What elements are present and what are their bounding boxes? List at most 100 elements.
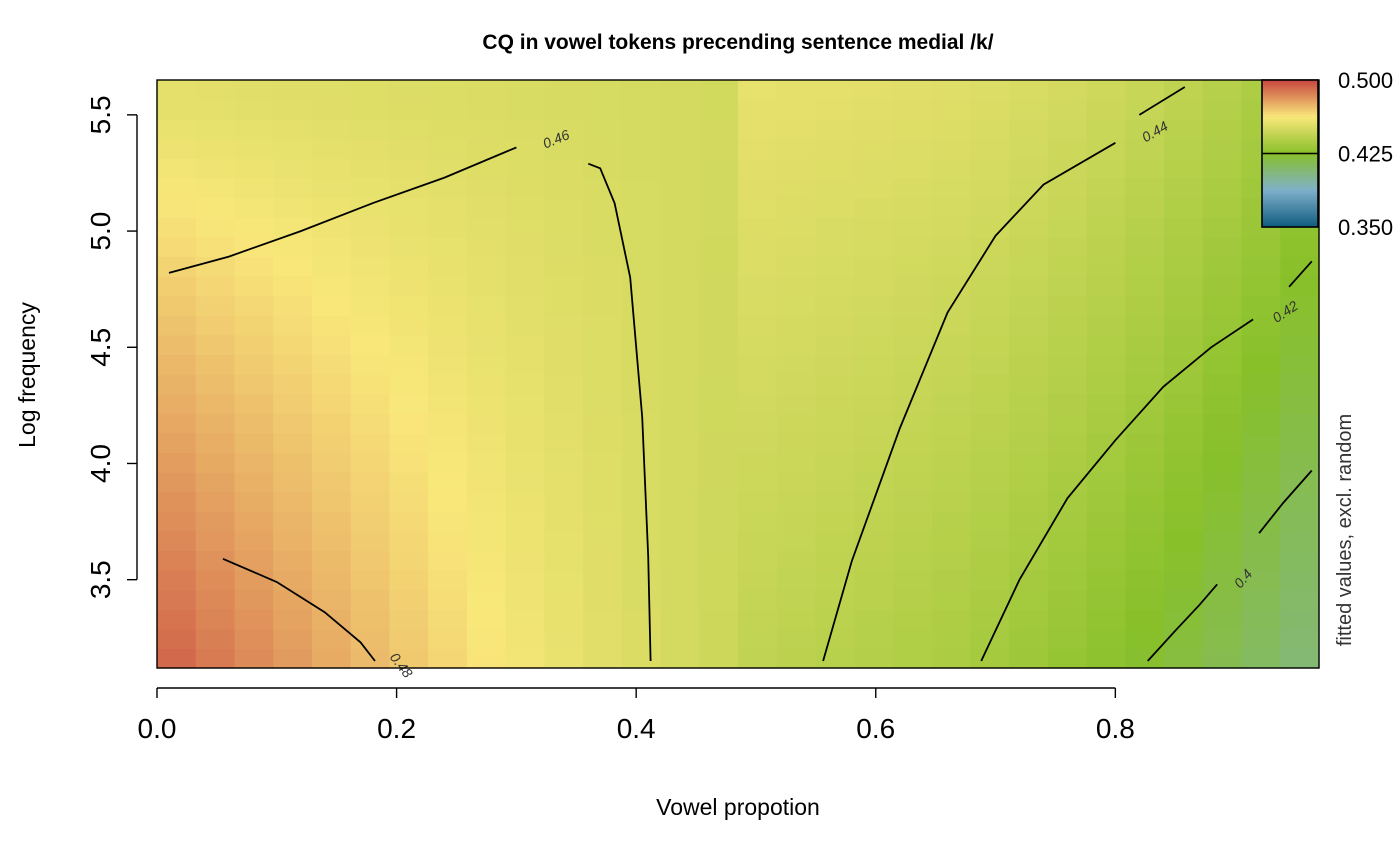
heatmap-cell <box>1164 335 1203 355</box>
heatmap-cell <box>428 609 467 629</box>
heatmap-cell <box>1009 335 1048 355</box>
heatmap-cell <box>777 590 816 610</box>
heatmap-cell <box>157 178 196 198</box>
heatmap-cell <box>854 511 893 531</box>
heatmap-cell <box>157 296 196 316</box>
heatmap-cell <box>583 550 622 570</box>
heatmap-cell <box>777 119 816 139</box>
heatmap-cell <box>389 139 428 159</box>
heatmap-cell <box>467 296 506 316</box>
heatmap-cell <box>1009 511 1048 531</box>
heatmap-cell <box>970 276 1009 296</box>
heatmap-cell <box>1242 492 1281 512</box>
heatmap-cell <box>157 511 196 531</box>
heatmap-cell <box>1164 256 1203 276</box>
heatmap-cell <box>196 296 235 316</box>
heatmap-cell <box>389 217 428 237</box>
heatmap-cell <box>428 80 467 100</box>
heatmap-cell <box>389 100 428 120</box>
heatmap-cell <box>1164 198 1203 218</box>
colorbar-legend: 0.5000.4250.350 <box>1262 68 1393 240</box>
heatmap-cell <box>351 648 390 668</box>
heatmap-cell <box>234 217 273 237</box>
heatmap-cell <box>583 609 622 629</box>
heatmap-cell <box>932 256 971 276</box>
heatmap-cell <box>932 570 971 590</box>
heatmap-cell <box>777 354 816 374</box>
heatmap-cell <box>1203 394 1242 414</box>
heatmap-cell <box>428 276 467 296</box>
heatmap-cell <box>157 315 196 335</box>
heatmap-cell <box>777 648 816 668</box>
heatmap-cell <box>467 394 506 414</box>
heatmap-cell <box>234 629 273 649</box>
heatmap-cell <box>932 315 971 335</box>
heatmap-cell <box>661 178 700 198</box>
heatmap-cell <box>273 354 312 374</box>
heatmap-cell <box>312 511 351 531</box>
heatmap-cell <box>932 139 971 159</box>
heatmap-cell <box>970 590 1009 610</box>
heatmap-cell <box>738 296 777 316</box>
heatmap-cell <box>234 80 273 100</box>
heatmap-cell <box>467 80 506 100</box>
colorbar-tick-label: 0.425 <box>1338 142 1393 167</box>
heatmap-cell <box>970 374 1009 394</box>
heatmap-cell <box>777 531 816 551</box>
heatmap-cell <box>351 256 390 276</box>
heatmap-cell <box>234 648 273 668</box>
heatmap-cell <box>699 335 738 355</box>
heatmap-cell <box>893 178 932 198</box>
heatmap-cell <box>893 472 932 492</box>
heatmap-cell <box>738 217 777 237</box>
heatmap-cell <box>661 217 700 237</box>
heatmap-cell <box>351 335 390 355</box>
heatmap-cell <box>351 178 390 198</box>
heatmap-cell <box>738 80 777 100</box>
heatmap-cell <box>1009 590 1048 610</box>
heatmap-cell <box>1203 648 1242 668</box>
heatmap-cell <box>738 256 777 276</box>
heatmap-cell <box>1125 511 1164 531</box>
heatmap-cell <box>777 629 816 649</box>
heatmap-cell <box>506 335 545 355</box>
heatmap-cell <box>1048 648 1087 668</box>
heatmap-cell <box>815 354 854 374</box>
heatmap-cell <box>544 433 583 453</box>
heatmap-cell <box>196 570 235 590</box>
heatmap-cell <box>312 374 351 394</box>
heatmap-cell <box>196 276 235 296</box>
heatmap-cell <box>467 119 506 139</box>
heatmap-cell <box>893 550 932 570</box>
heatmap-cell <box>273 648 312 668</box>
heatmap-cell <box>1048 354 1087 374</box>
heatmap-cell <box>661 139 700 159</box>
heatmap-cell <box>815 413 854 433</box>
heatmap-cell <box>428 492 467 512</box>
heatmap-cell <box>506 374 545 394</box>
heatmap-cell <box>389 315 428 335</box>
heatmap-cell <box>622 570 661 590</box>
heatmap-cell <box>1087 100 1126 120</box>
heatmap-cell <box>699 119 738 139</box>
heatmap-cell <box>970 158 1009 178</box>
heatmap-cell <box>506 315 545 335</box>
heatmap-cell <box>467 550 506 570</box>
heatmap-cell <box>1203 217 1242 237</box>
heatmap-cell <box>1203 629 1242 649</box>
heatmap-cell <box>777 139 816 159</box>
heatmap-cell <box>157 80 196 100</box>
heatmap-cell <box>738 315 777 335</box>
heatmap-cell <box>622 178 661 198</box>
heatmap-cell <box>234 511 273 531</box>
heatmap-cell <box>970 315 1009 335</box>
heatmap-cell <box>970 648 1009 668</box>
heatmap-cell <box>661 531 700 551</box>
heatmap-cell <box>1164 452 1203 472</box>
heatmap-cell <box>815 256 854 276</box>
heatmap-cell <box>544 648 583 668</box>
heatmap-cell <box>467 629 506 649</box>
heatmap-cell <box>312 609 351 629</box>
heatmap-cell <box>157 158 196 178</box>
